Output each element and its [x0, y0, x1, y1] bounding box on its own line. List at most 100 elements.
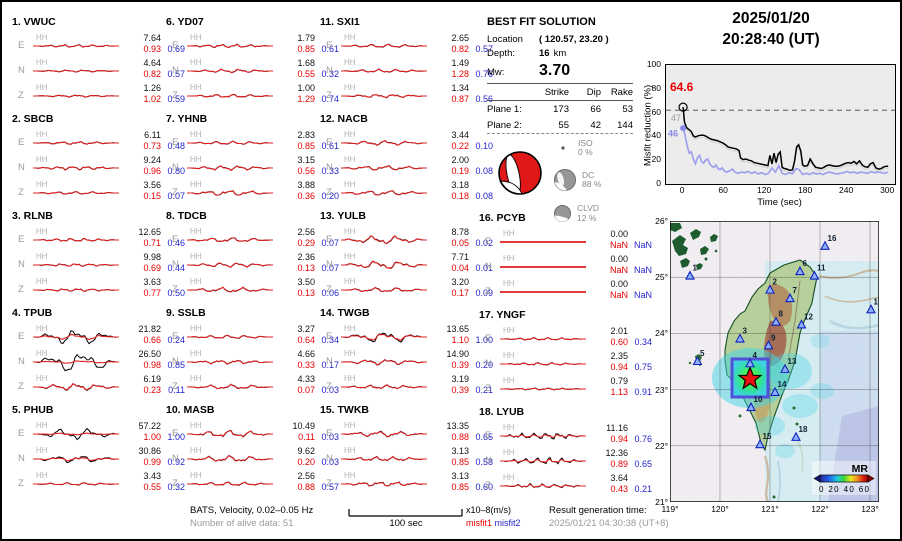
amplitude-value: 1.68: [297, 58, 315, 68]
amplitude-value: 10.49: [292, 421, 315, 431]
waveform-trace: [341, 139, 427, 146]
channel-row: Z HH 3.18 0.18 0.08: [320, 180, 493, 205]
station-number: 4: [753, 351, 758, 360]
waveform-trace: [341, 235, 427, 245]
channel-values: 6.19 0.23 0.11: [121, 374, 187, 396]
map-station-18: 18: [791, 425, 808, 441]
component-label: Z: [172, 187, 178, 198]
misfit1-value: 0.85: [297, 141, 315, 151]
misfit1-value: 0.36: [297, 191, 315, 201]
band-code-label: HH: [36, 374, 48, 383]
waveform-trace: [341, 68, 427, 73]
amplitude-value: 9.62: [297, 446, 315, 456]
band-code-label: HH: [503, 326, 515, 335]
misfit-values: 0.77 0.50: [121, 288, 187, 299]
waveform-trace: [33, 383, 119, 392]
channel-row: E HH 3.27 0.64 0.34: [166, 324, 339, 349]
amplitude-value: 2.35: [610, 351, 628, 361]
band-code-label: HH: [344, 324, 356, 333]
misfit2-value: 0.33: [321, 166, 339, 176]
channel-values: 3.50 0.13 0.06: [275, 277, 341, 299]
channel-values: 9.24 0.96 0.80: [121, 155, 187, 177]
component-label: E: [18, 428, 25, 439]
amplitude-value: 3.13: [451, 446, 469, 456]
event-date: 2025/01/20: [732, 10, 810, 27]
station-number: 17: [874, 297, 880, 306]
chart-y-tick: 0: [656, 178, 661, 188]
channel-row: N HH 1.49 1.28 0.76: [320, 58, 493, 83]
component-label: N: [18, 356, 25, 367]
map-station-6: 6: [795, 259, 808, 276]
channel-values: 3.18 0.18 0.08: [429, 180, 495, 202]
decomposition-pct: 88 %: [582, 179, 602, 189]
best-solution-marker: [678, 102, 688, 112]
misfit1-value: 0.64: [297, 335, 315, 345]
channel-row: E HH 21.82 0.66 0.24: [12, 324, 185, 349]
misfit-values: 0.89 0.65: [588, 459, 654, 470]
misfit1-value: 1.00: [143, 432, 161, 442]
misfit-values: 0.19 0.08: [429, 166, 495, 177]
station-title: 7. YHNB: [166, 113, 208, 125]
channel-values: 3.43 0.55 0.32: [121, 471, 187, 493]
misfit2-value: 0.07: [321, 238, 339, 248]
station-triangle: [820, 240, 830, 250]
chart-y-axis-label: Misfit reduction (%): [642, 84, 654, 167]
decomposition-pct: 0 %: [578, 147, 593, 157]
waveform-trace: [187, 286, 273, 293]
component-label: E: [485, 430, 492, 441]
misfit-values: 0.85 0.61: [275, 141, 341, 152]
waveform-trace: [33, 191, 119, 195]
misfit-values: 0.88 0.57: [275, 482, 341, 493]
blue-start-label: 46: [668, 128, 678, 138]
component-label: E: [172, 331, 179, 342]
map-canvas: 123456789101112131415161718 MR 0 20 40 6…: [670, 221, 879, 502]
band-code-label: HH: [36, 252, 48, 261]
map-lat-tick: 21°: [655, 497, 668, 507]
waveform-trace: [33, 166, 119, 171]
decomposition-pct: 12 %: [577, 212, 597, 223]
amplitude-value: 3.50: [297, 277, 315, 287]
misfit-values: 0.64 0.34: [275, 335, 341, 346]
amplitude-value: 14.90: [446, 349, 469, 359]
map-station-13: 13: [780, 357, 797, 373]
channel-row: N HH 3.15 0.56 0.33: [166, 155, 339, 180]
misfit-values: 0.23 0.11: [121, 385, 187, 396]
misfit-values: 0.94 0.75: [588, 362, 654, 373]
band-code-label: HH: [344, 33, 356, 42]
channel-row: Z HH 0.79 1.13 0.91: [479, 376, 652, 401]
station-block: 3. RLNB E HH 12.65 0.71 0.46 N HH 9.98 0.69 0.44 Z H…: [12, 208, 185, 305]
channel-values: 9.98 0.69 0.44: [121, 252, 187, 274]
misfit2-value: 0.61: [321, 44, 339, 54]
misfit2-value: 0.07: [167, 191, 185, 201]
band-code-label: HH: [36, 227, 48, 236]
amplitude-value: 11.16: [606, 423, 628, 433]
station-triangle: [866, 304, 876, 314]
misfit-shadow-line: [682, 109, 889, 174]
scale-bar-label: 100 sec: [389, 518, 423, 529]
channel-values: 1.49 1.28 0.76: [429, 58, 495, 80]
misfit2-value: 0.02: [475, 238, 493, 248]
misfit2-start-marker: [680, 125, 687, 132]
waveform-column-1: 1. VWUC E HH 7.64 0.93 0.69 N HH 4.64 0.82 0.57 Z HH…: [12, 14, 185, 499]
depth-unit: km: [553, 48, 567, 59]
amplitude-value: 1.26: [143, 83, 161, 93]
misfit1-value: 0.60: [610, 337, 628, 347]
station-triangle: [685, 270, 695, 280]
misfit1-value: 1.02: [143, 94, 161, 104]
band-code-label: HH: [36, 349, 48, 358]
component-label: E: [18, 40, 25, 51]
band-code-label: HH: [190, 471, 202, 480]
band-code-label: HH: [503, 423, 515, 432]
waveform-trace: [33, 482, 119, 486]
channel-row: Z HH 3.50 0.13 0.06: [166, 277, 339, 302]
waveform-trace: [33, 288, 119, 292]
channel-values: 9.62 0.20 0.03: [275, 446, 341, 468]
component-label: N: [18, 162, 25, 173]
misfit2-value: NaN: [633, 265, 652, 275]
misfit2-value: NaN: [633, 240, 652, 250]
misfit2-value: 0.09: [475, 288, 493, 298]
waveform-trace: [187, 481, 273, 486]
misfit2-legend: misfit2: [494, 518, 521, 528]
map-china-coast: [670, 223, 718, 270]
